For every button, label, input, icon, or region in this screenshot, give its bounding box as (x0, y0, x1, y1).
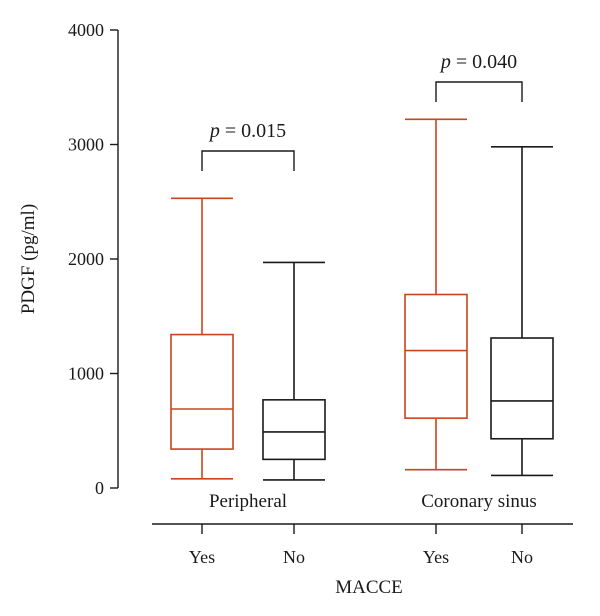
x-category-label: Yes (423, 547, 449, 567)
box-group-1: Coronary sinus p = 0.040 (404, 51, 554, 512)
y-tick-label: 4000 (68, 20, 104, 40)
plot-area: Peripheral p = 0.015 Coronary sinus p = 0.0… (170, 51, 554, 512)
x-category-label: No (511, 547, 533, 567)
y-axis-label: PDGF (pg/ml) (18, 204, 39, 314)
significance-bracket (201, 150, 295, 171)
iqr-box (262, 399, 326, 461)
y-tick-label: 3000 (68, 135, 104, 155)
y-axis: 0 1000 2000 3000 4000 (68, 20, 119, 498)
p-value-text: = 0.040 (451, 51, 517, 73)
y-tick-label: 1000 (68, 364, 104, 384)
group-label: Peripheral (209, 491, 287, 512)
iqr-box (170, 333, 234, 450)
p-value-text: = 0.015 (220, 120, 286, 142)
y-tick-label: 2000 (68, 249, 104, 269)
x-axis: Yes No Yes No (152, 523, 573, 567)
box-no (262, 261, 326, 481)
y-tick-label: 0 (95, 478, 104, 498)
x-category-label: Yes (189, 547, 215, 567)
x-axis-label: MACCE (335, 577, 403, 598)
iqr-box (490, 337, 554, 440)
p-symbol: p (208, 120, 220, 142)
box-yes (170, 197, 234, 480)
x-category-label: No (283, 547, 305, 567)
significance-bracket (435, 81, 523, 102)
group-label: Coronary sinus (421, 491, 537, 512)
box-yes (404, 118, 468, 471)
p-value-label: p = 0.040 (439, 51, 517, 73)
p-value-label: p = 0.015 (208, 120, 286, 142)
box-no (490, 145, 554, 477)
box-group-0: Peripheral p = 0.015 (170, 120, 326, 512)
p-symbol: p (439, 51, 451, 73)
iqr-box (404, 293, 468, 419)
